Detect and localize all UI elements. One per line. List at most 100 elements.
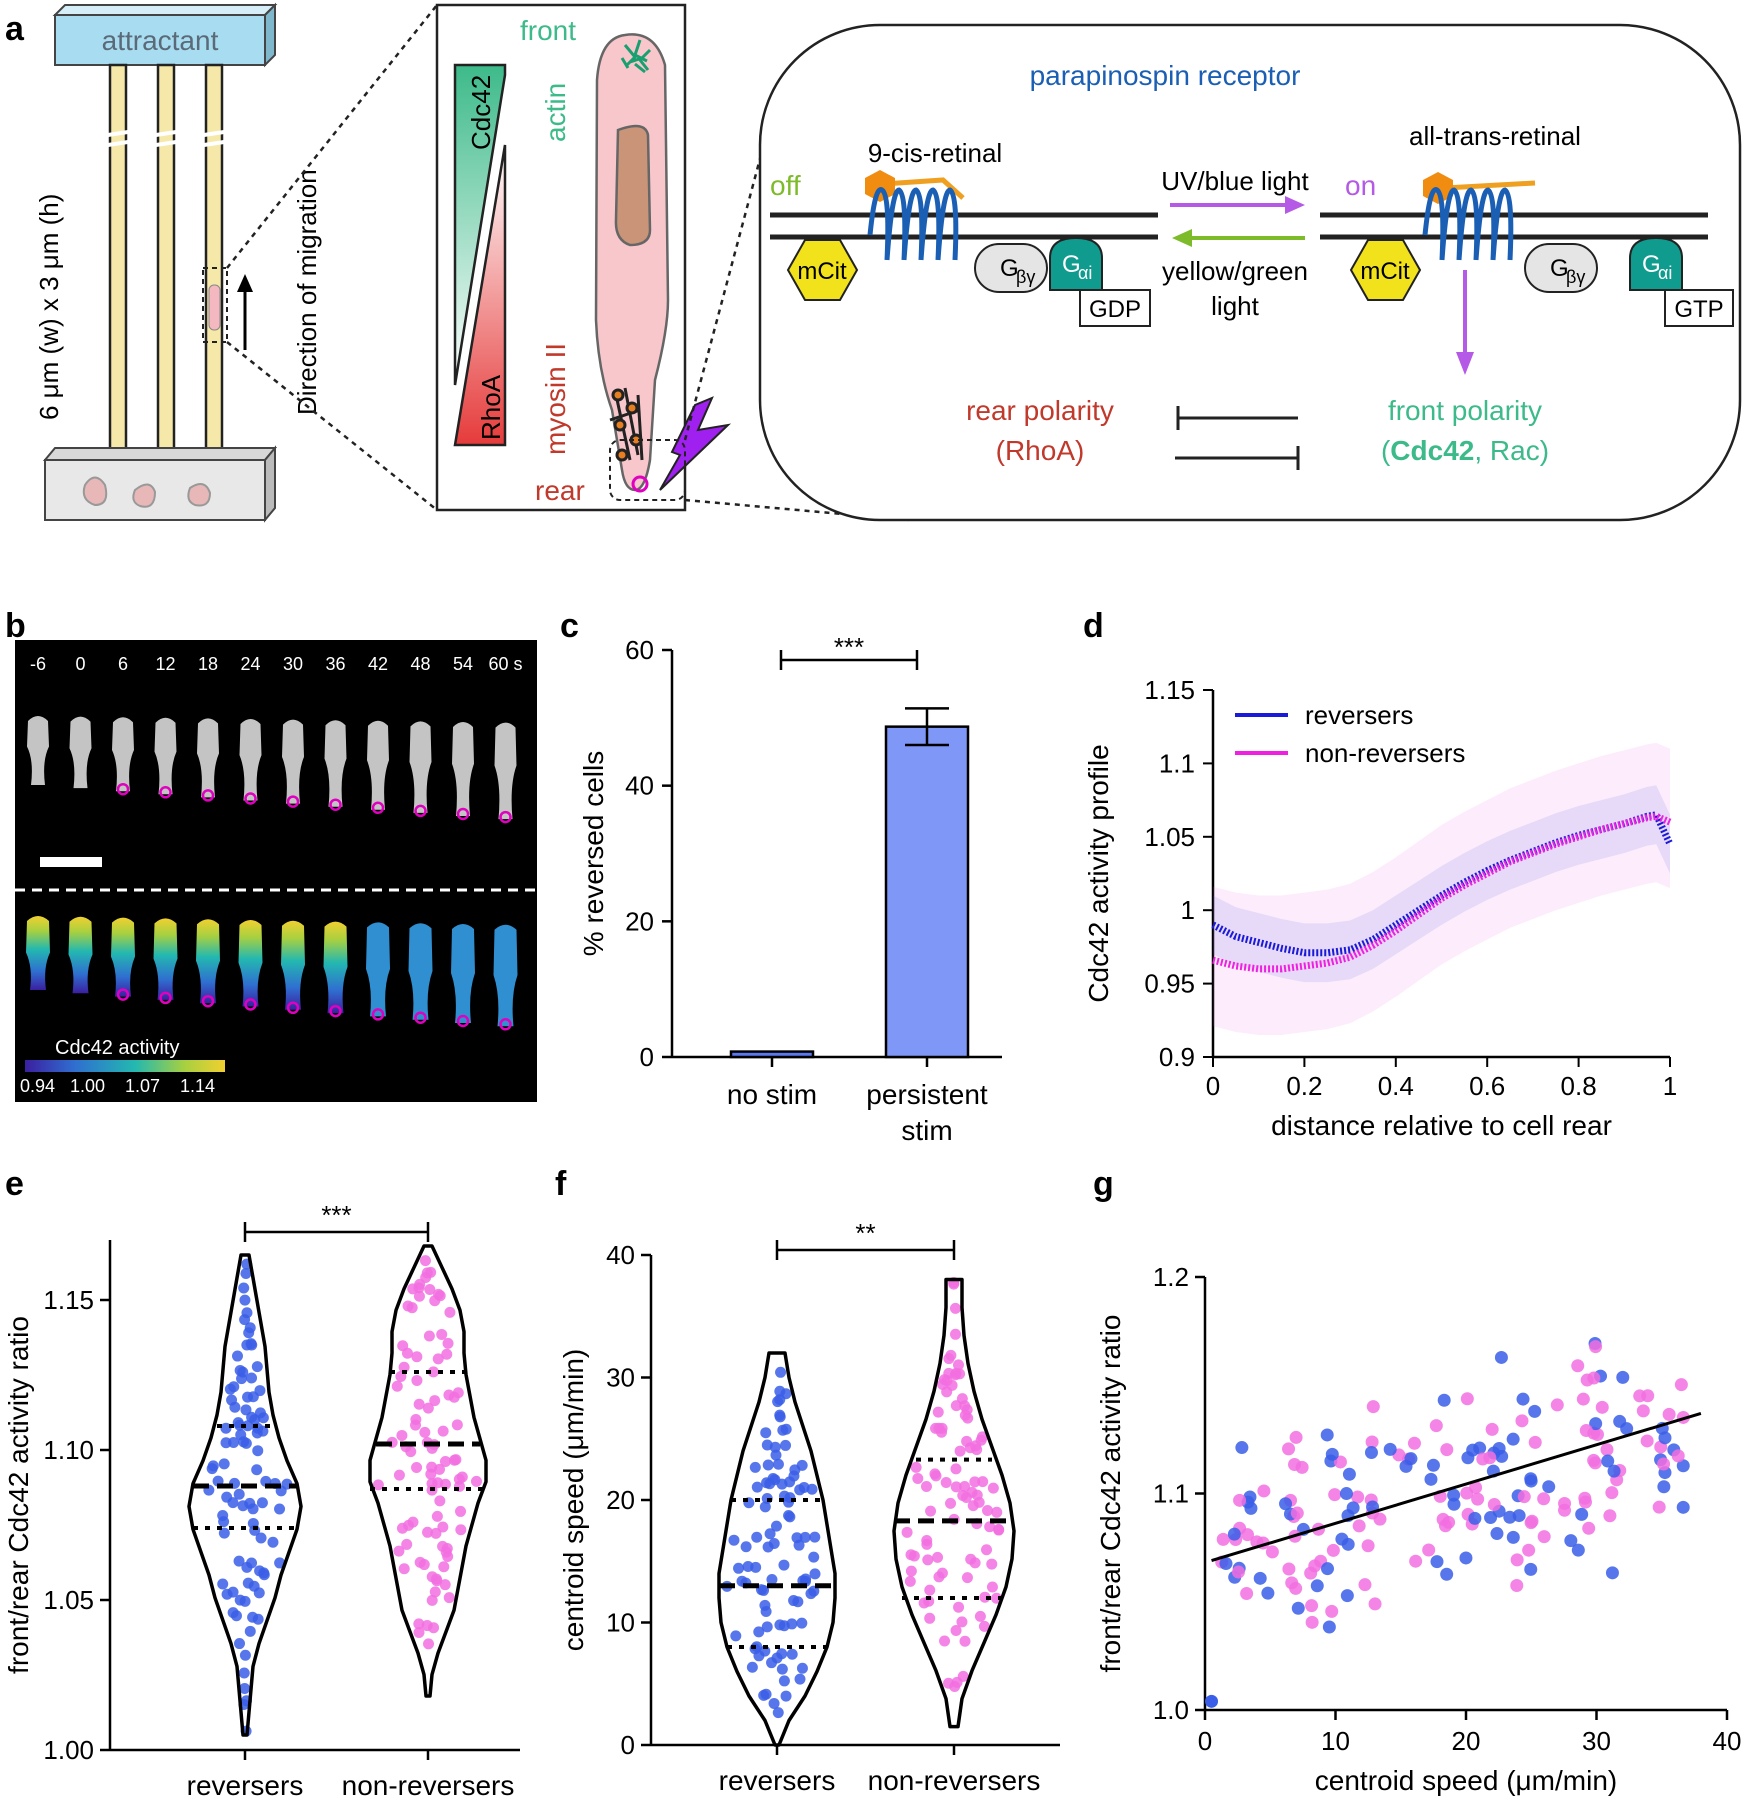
data-point <box>808 1551 820 1563</box>
data-point <box>772 1458 784 1470</box>
data-point <box>1240 1586 1254 1600</box>
data-point <box>1469 1481 1483 1495</box>
data-point <box>244 1497 256 1509</box>
data-point <box>764 1528 776 1540</box>
data-point <box>429 1395 441 1407</box>
data-point <box>762 1459 774 1471</box>
timepoint-label: 54 <box>453 654 473 674</box>
data-point <box>396 1429 408 1441</box>
y-axis-label: % reversed cells <box>578 751 609 956</box>
data-point <box>1492 1442 1506 1456</box>
data-point <box>1528 1435 1542 1449</box>
data-point <box>957 1670 969 1682</box>
y-tick-label: 40 <box>606 1240 635 1270</box>
front-label: front <box>520 15 576 46</box>
data-point <box>970 1440 982 1452</box>
data-point <box>1506 1432 1520 1446</box>
data-point <box>233 1638 245 1650</box>
timepoint-label: -6 <box>30 654 46 674</box>
data-point <box>767 1473 779 1485</box>
data-point <box>799 1531 811 1543</box>
data-point <box>240 1404 252 1416</box>
data-point <box>1578 1495 1592 1509</box>
y-tick-label: 1.0 <box>1153 1695 1189 1725</box>
data-point <box>1440 1443 1454 1457</box>
data-point <box>774 1619 786 1631</box>
colorbar-tick-2: 1.07 <box>125 1076 160 1096</box>
data-point <box>925 1505 937 1517</box>
zoom-box-1 <box>202 267 228 343</box>
data-point <box>761 1439 773 1451</box>
data-point <box>1662 1407 1676 1421</box>
gray-cell <box>239 719 262 801</box>
rhoa-triangle-label: RhoA <box>476 374 506 440</box>
data-point <box>796 1662 808 1674</box>
stim-spot-gray <box>329 798 342 811</box>
data-point <box>391 1380 403 1392</box>
x-tick-label: stim <box>901 1115 952 1146</box>
data-point <box>949 1302 961 1314</box>
data-point <box>438 1561 450 1573</box>
data-point <box>450 1454 462 1466</box>
data-point <box>1671 1449 1685 1463</box>
data-point <box>1537 1492 1551 1506</box>
cell-nucleus <box>614 124 652 247</box>
data-point <box>793 1539 805 1551</box>
direction-label: Direction of migration <box>292 169 322 415</box>
data-point <box>267 1536 279 1548</box>
y-axis-label: Cdc42 activity profile <box>1083 744 1114 1002</box>
data-point <box>422 1526 434 1538</box>
data-point <box>939 1635 951 1647</box>
x-tick-label: non-reversers <box>342 1770 515 1801</box>
receptor-title: parapinospin receptor <box>1030 60 1301 91</box>
data-point <box>1358 1578 1372 1592</box>
colorbar-tick-1: 1.00 <box>70 1076 105 1096</box>
data-point <box>440 1546 452 1558</box>
data-point <box>774 1409 786 1421</box>
cis-retinal-label: 9-cis-retinal <box>868 138 1002 168</box>
data-point <box>805 1588 817 1600</box>
timepoint-label: 60 s <box>488 654 522 674</box>
data-point <box>239 1649 251 1661</box>
x-tick-label: 1 <box>1663 1071 1677 1101</box>
rhoa-gradient <box>453 144 507 447</box>
data-point <box>238 1667 250 1679</box>
cdc42-triangle-label: Cdc42 <box>466 75 496 150</box>
data-point <box>403 1519 415 1531</box>
data-point <box>986 1581 998 1593</box>
y-tick-label: 1.00 <box>43 1735 94 1765</box>
data-point <box>1605 1486 1619 1500</box>
colorbar-label: Cdc42 activity <box>55 1037 180 1059</box>
data-point <box>426 1571 438 1583</box>
data-point <box>1460 1392 1474 1406</box>
y-axis-label: front/rear Cdc42 activity ratio <box>1095 1315 1126 1673</box>
panel-label-f: f <box>555 1165 567 1203</box>
rear-polarity-label: rear polarity <box>966 395 1114 426</box>
data-point <box>984 1521 996 1533</box>
data-point <box>411 1461 423 1473</box>
y-axis-label: centroid speed (μm/min) <box>558 1349 589 1651</box>
gray-cell <box>324 720 347 807</box>
data-point <box>1426 1458 1440 1472</box>
data-point <box>372 1479 384 1491</box>
attractant-box-top <box>52 4 278 16</box>
activity-cell <box>196 919 220 1004</box>
data-point <box>221 1588 233 1600</box>
data-point <box>414 1556 426 1568</box>
data-point <box>1579 1424 1593 1438</box>
off-label: off <box>770 170 801 201</box>
stim-spot <box>631 475 649 493</box>
data-point <box>397 1340 409 1352</box>
data-point <box>1590 1428 1604 1442</box>
rear-polarity-sub: (RhoA) <box>996 435 1085 466</box>
panel-label-g: g <box>1093 1165 1114 1203</box>
data-point <box>1233 1493 1247 1507</box>
data-point <box>1571 1543 1585 1557</box>
data-point <box>1257 1484 1271 1498</box>
activity-cell <box>153 918 178 1000</box>
data-point <box>981 1544 993 1556</box>
x-tick-label: persistent <box>866 1079 988 1110</box>
data-point <box>1289 1430 1303 1444</box>
data-point <box>1368 1597 1382 1611</box>
gai-label-on: G <box>1642 251 1661 278</box>
